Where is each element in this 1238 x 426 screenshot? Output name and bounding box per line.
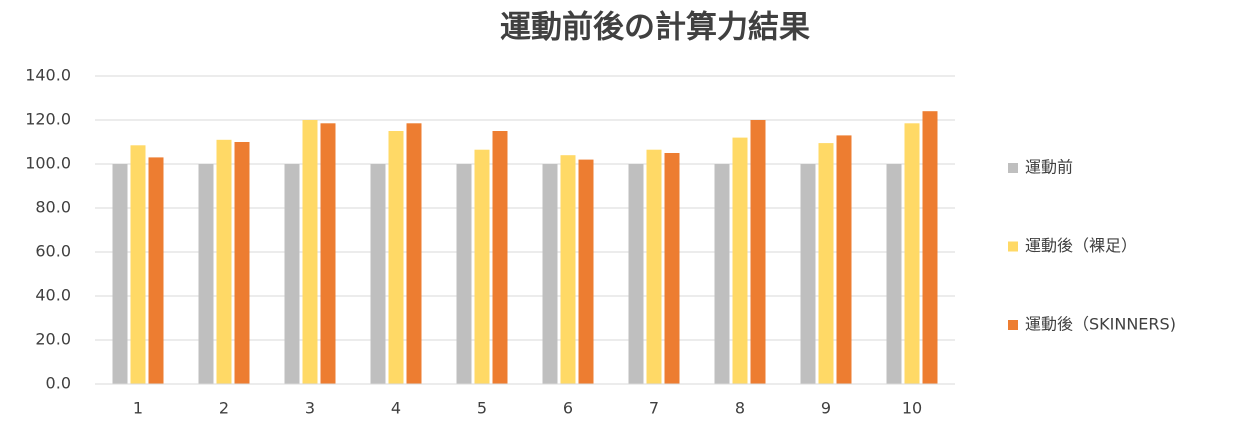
y-tick-label: 80.0 [35, 198, 71, 217]
y-tick-label: 60.0 [35, 242, 71, 261]
x-tick-label: 8 [735, 399, 745, 418]
bar [388, 131, 404, 384]
bar [560, 155, 576, 384]
y-tick-label: 40.0 [35, 286, 71, 305]
x-tick-label: 6 [563, 399, 573, 418]
bar [818, 143, 834, 384]
bar [646, 149, 662, 384]
legend-swatch [1008, 163, 1018, 173]
bar [148, 157, 164, 384]
x-tick-label: 4 [391, 399, 401, 418]
bar [234, 142, 250, 384]
x-tick-label: 5 [477, 399, 487, 418]
bar [578, 159, 594, 384]
bar [474, 149, 490, 384]
bar [456, 164, 472, 384]
bar [800, 164, 816, 384]
bar [130, 145, 146, 384]
x-tick-label: 10 [902, 399, 922, 418]
bar [406, 123, 422, 385]
legend-swatch [1008, 241, 1018, 252]
legend-swatch [1008, 320, 1018, 330]
bar [302, 120, 318, 384]
bar [320, 123, 336, 385]
legend-label: 運動前 [1025, 158, 1073, 177]
bar [886, 164, 902, 384]
bar [370, 164, 386, 384]
y-tick-label: 20.0 [35, 330, 71, 349]
bar [664, 153, 680, 384]
x-tick-label: 7 [649, 399, 659, 418]
y-tick-label: 120.0 [25, 110, 71, 129]
bar [542, 164, 558, 384]
bar [904, 123, 920, 385]
y-tick-label: 100.0 [25, 154, 71, 173]
bar [112, 164, 128, 384]
bar [216, 139, 232, 384]
bar [836, 135, 852, 384]
legend-label: 運動後（裸足） [1025, 236, 1137, 255]
bar [198, 164, 214, 384]
bar [492, 131, 508, 384]
bar [284, 164, 300, 384]
x-tick-label: 2 [219, 399, 229, 418]
bar [732, 137, 748, 384]
y-tick-label: 140.0 [25, 66, 71, 85]
x-tick-label: 3 [305, 399, 315, 418]
legend-label: 運動後（SKINNERS) [1025, 315, 1176, 334]
y-tick-label: 0.0 [46, 374, 71, 393]
bar [714, 164, 730, 384]
x-tick-label: 1 [133, 399, 143, 418]
bar [628, 164, 644, 384]
x-tick-label: 9 [821, 399, 831, 418]
bar [922, 111, 938, 384]
chart-title: 運動前後の計算力結果 [500, 10, 810, 46]
bar [750, 120, 766, 384]
